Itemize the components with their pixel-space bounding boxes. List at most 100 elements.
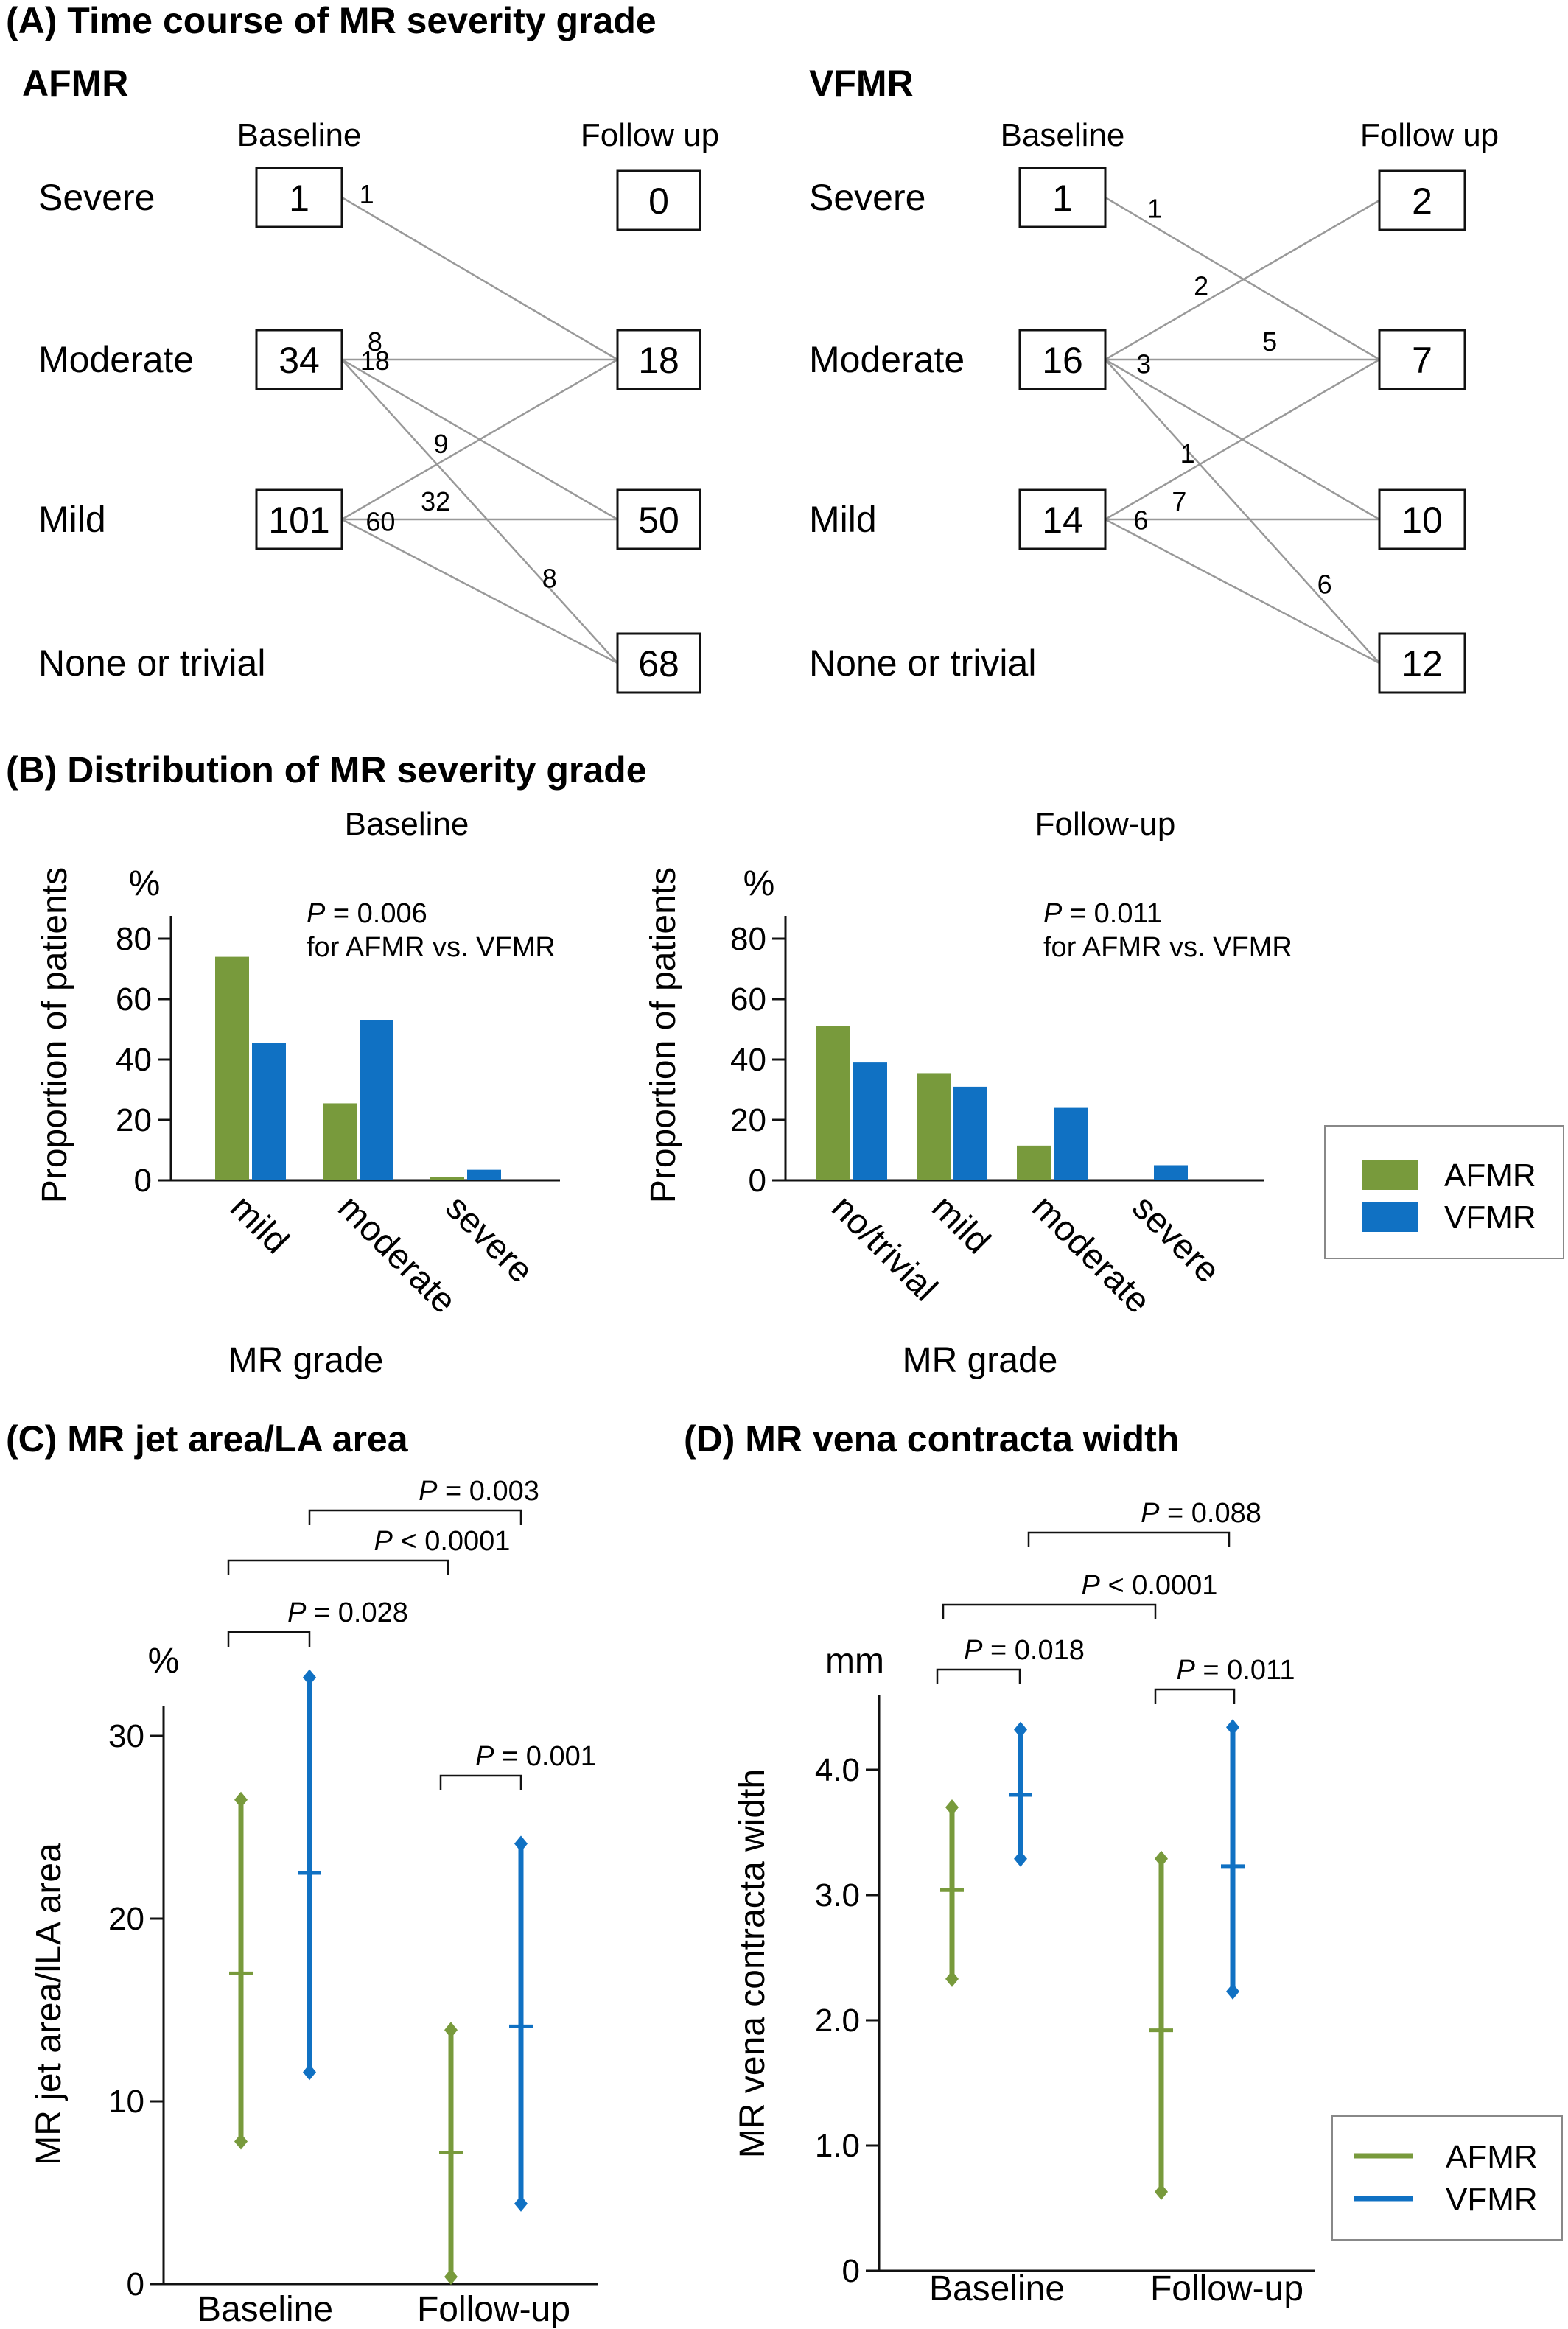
- followup-count-0: 2: [1412, 181, 1432, 222]
- low-marker-vfmr-0: [303, 2064, 316, 2081]
- baseline-count-0: 1: [289, 178, 309, 219]
- range-legend: AFMR VFMR: [1331, 2115, 1563, 2241]
- high-marker-afmr-1: [1155, 1850, 1168, 1867]
- p-value: = 0.003: [437, 1476, 539, 1507]
- legend-afmr-label-2: AFMR: [1446, 2139, 1538, 2175]
- comparison-bracket-1: [942, 1603, 1157, 1619]
- comparison-p-1: P < 0.0001: [374, 1526, 511, 1557]
- y-tick-label-3: 60: [116, 981, 152, 1018]
- p-value: = 0.028: [306, 1597, 407, 1628]
- low-marker-afmr-0: [234, 2133, 248, 2150]
- bar-afmr-1: [323, 1103, 357, 1180]
- flow-count-1-2: 3: [1136, 349, 1151, 379]
- p-symbol: P: [374, 1526, 393, 1557]
- x-tick-label-0: mild: [223, 1188, 296, 1261]
- x-axis-label: MR grade: [903, 1341, 1058, 1380]
- baseline-count-2: 14: [1042, 500, 1083, 541]
- y-tick-label-4: 80: [730, 921, 766, 957]
- bar-afmr-1: [917, 1073, 951, 1180]
- y-axis-label: Proportion of patients: [644, 867, 683, 1203]
- high-marker-afmr-0: [234, 1791, 248, 1808]
- flow-line-2-1: [1105, 358, 1380, 521]
- p-value: = 0.011: [1195, 1655, 1295, 1686]
- legend-vfmr-swatch: [1362, 1202, 1418, 1232]
- p-value: = 0.018: [982, 1635, 1084, 1666]
- bar-legend: AFMR VFMR: [1324, 1125, 1564, 1259]
- legend-afmr-label: AFMR: [1444, 1158, 1536, 1194]
- high-marker-vfmr-0: [303, 1669, 316, 1686]
- comparison-p-0: P = 0.088: [1141, 1498, 1261, 1529]
- bar-vfmr-0: [252, 1043, 286, 1180]
- followup-count-1: 18: [638, 340, 679, 381]
- flow-line-1-0: [1105, 199, 1380, 361]
- p-value-annotation: P = 0.011: [1043, 898, 1162, 929]
- p-value-note: for AFMR vs. VFMR: [307, 932, 556, 963]
- flow-count-1-0: 2: [1194, 270, 1208, 301]
- flow-count-2-2: 7: [1172, 486, 1186, 516]
- y-unit-label: mm: [825, 1642, 884, 1681]
- p-symbol: P: [1141, 1498, 1160, 1529]
- x-tick-label-1: Follow-up: [417, 2290, 570, 2329]
- followup-bar-chart: Follow-up% Proportion of patients 0 20 40 60 8…: [644, 806, 1292, 1380]
- followup-box-1: [616, 329, 701, 390]
- panel-d-header: (D) MR vena contracta width: [684, 1418, 1179, 1460]
- flow-count-1-2: 18: [360, 346, 390, 376]
- baseline-box-2: [1018, 488, 1107, 550]
- bar-afmr-2: [1017, 1145, 1051, 1180]
- baseline-count-2: 101: [268, 500, 329, 541]
- flow-count-0-1: 1: [1147, 194, 1162, 224]
- jet-area-range-chart: % MR jet area/lLA area 0 10 20 30 Baseline Foll…: [29, 1476, 598, 2329]
- y-tick-label-2: 40: [730, 1042, 766, 1078]
- baseline-count-0: 1: [1052, 178, 1073, 219]
- high-marker-vfmr-0: [1014, 1721, 1027, 1738]
- bar-vfmr-1: [953, 1086, 987, 1180]
- comparison-bracket-0: [308, 1509, 522, 1525]
- high-marker-vfmr-1: [514, 1835, 528, 1852]
- followup-count-1: 7: [1412, 340, 1432, 381]
- y-tick-label-1: 20: [116, 1102, 152, 1138]
- followup-box-3: [1378, 632, 1466, 694]
- followup-count-3: 68: [638, 643, 679, 684]
- x-tick-label-0: Baseline: [929, 2269, 1065, 2308]
- panel-b-header: (B) Distribution of MR severity grade: [6, 749, 647, 791]
- afmr-title: AFMR: [22, 63, 128, 104]
- vena-contracta-range-chart: mm MR vena contracta width 0 1.0 2.0 3.0 4.0 Ba…: [733, 1498, 1315, 2308]
- legend-frame-2: [1331, 2115, 1563, 2241]
- baseline-count-1: 16: [1042, 340, 1083, 381]
- comparison-p-2: P = 0.018: [964, 1635, 1085, 1666]
- flow-line-1-3: [1105, 359, 1380, 664]
- flow-line-1-3: [341, 359, 618, 664]
- y-tick-label-0: 0: [749, 1163, 766, 1199]
- followup-box-2: [1378, 488, 1466, 550]
- p-value: < 0.0001: [1100, 1570, 1218, 1601]
- flow-count-1-1: 8: [368, 326, 382, 357]
- followup-box-3: [616, 632, 701, 694]
- x-tick-label-2: severe: [438, 1188, 540, 1290]
- chart-title: Follow-up: [1035, 806, 1176, 842]
- flow-count-1-3: 8: [542, 563, 557, 593]
- legend-frame: [1324, 1125, 1564, 1259]
- low-marker-vfmr-1: [514, 2195, 528, 2212]
- vfmr-flow-diagram: VFMR Baseline Follow up Severe Moderate Mild N…: [809, 63, 1499, 694]
- bar-vfmr-3: [1154, 1165, 1188, 1180]
- y-tick-label-2: 40: [116, 1042, 152, 1078]
- p-symbol: P: [475, 1741, 494, 1772]
- vfmr-title: VFMR: [809, 63, 914, 104]
- followup-box-0: [616, 169, 701, 231]
- y-tick-label-4: 80: [116, 921, 152, 957]
- x-tick-label-1: Follow-up: [1150, 2269, 1303, 2308]
- p-value: = 0.011: [1062, 898, 1162, 929]
- grade-label-0: Severe: [38, 177, 155, 218]
- grade-label-3: None or trivial: [38, 642, 265, 684]
- baseline-box-0: [1018, 167, 1107, 228]
- x-tick-label-1: moderate: [330, 1188, 463, 1321]
- p-symbol: P: [1177, 1655, 1196, 1686]
- baseline-box-1: [255, 329, 343, 390]
- legend-vfmr-label: VFMR: [1444, 1199, 1536, 1236]
- bar-afmr-2: [430, 1177, 464, 1180]
- high-marker-afmr-1: [444, 2022, 458, 2039]
- y-tick-label-4: 4.0: [815, 1752, 860, 1788]
- p-symbol: P: [307, 898, 326, 929]
- baseline-column-label: Baseline: [1001, 117, 1125, 153]
- low-marker-vfmr-1: [1226, 1983, 1239, 2000]
